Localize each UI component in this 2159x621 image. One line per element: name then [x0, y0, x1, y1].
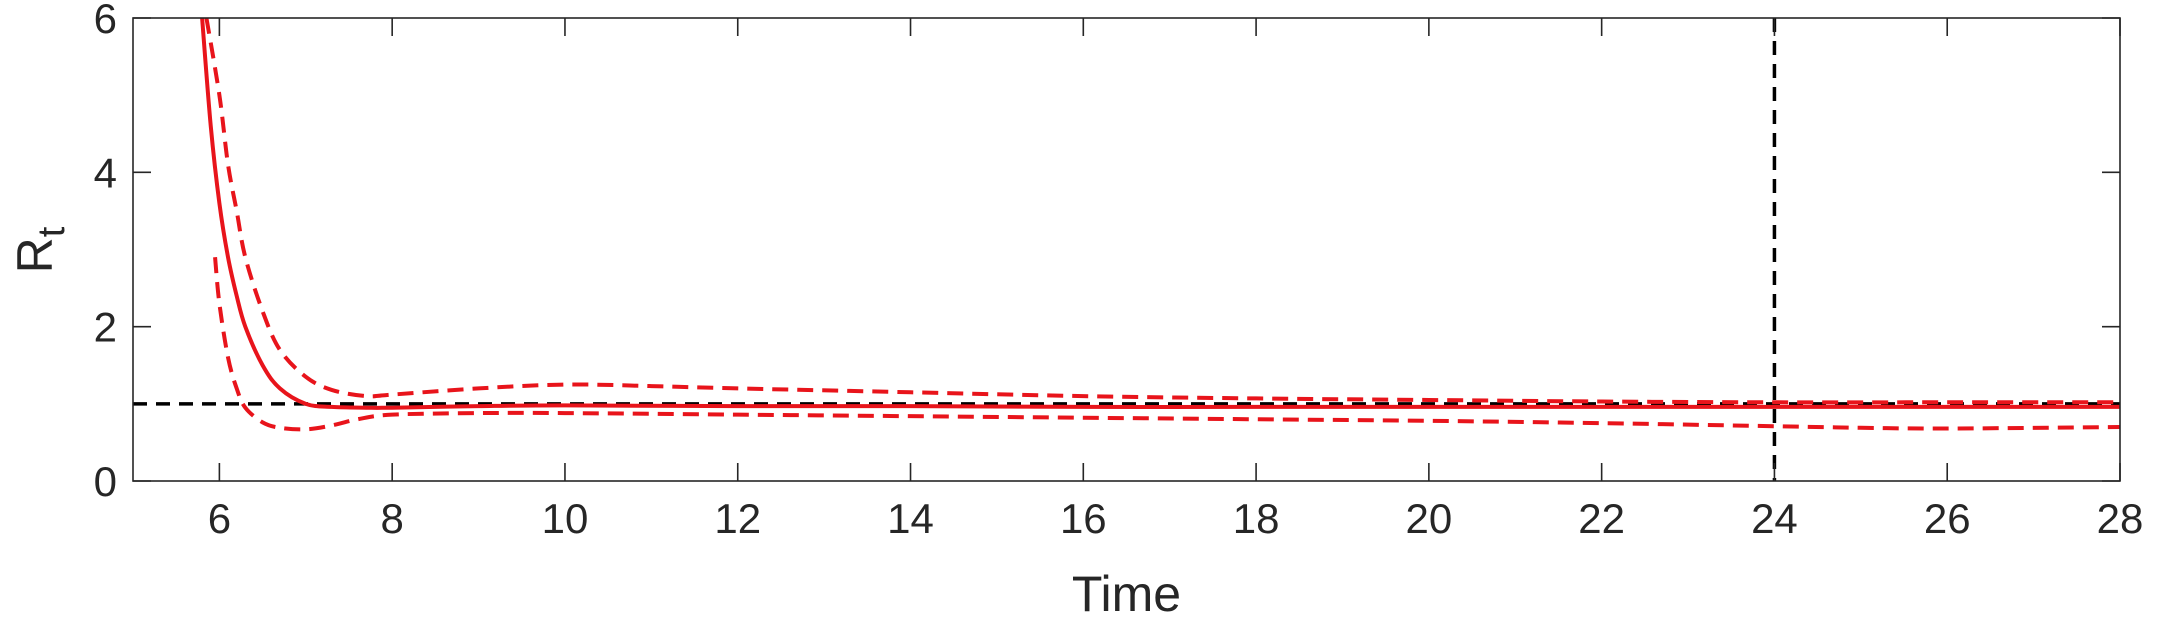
- y-tick-label: 0: [94, 458, 117, 505]
- plot-area: [133, 18, 2120, 481]
- y-axis-label-subscript: t: [31, 226, 73, 237]
- reference-lines: [133, 18, 2120, 481]
- series-line-1: [204, 18, 2120, 405]
- y-axis: 0 2 4 6: [94, 0, 2120, 505]
- x-tick-label: 24: [1751, 495, 1798, 542]
- y-tick-label: 4: [94, 149, 117, 196]
- x-tick-label: 28: [2097, 495, 2144, 542]
- series-line-2: [213, 257, 2120, 432]
- x-tick-label: 6: [208, 495, 231, 542]
- y-axis-label: Rt: [7, 226, 73, 273]
- x-tick-label: 8: [380, 495, 403, 542]
- x-tick-label: 20: [1406, 495, 1453, 542]
- x-tick-label: 14: [887, 495, 934, 542]
- y-tick-label: 6: [94, 0, 117, 42]
- plot-frame: [132, 17, 2121, 482]
- series-line-0: [200, 18, 2120, 410]
- x-axis: 6 8 10 12 14 16 18 20 22 24 26 28: [208, 18, 2144, 542]
- x-axis-label: Time: [1072, 566, 1181, 621]
- series-lines: [200, 18, 2120, 432]
- x-tick-label: 18: [1233, 495, 1280, 542]
- x-tick-label: 16: [1060, 495, 1107, 542]
- x-tick-label: 12: [714, 495, 761, 542]
- y-tick-label: 2: [94, 304, 117, 351]
- x-tick-label: 10: [542, 495, 589, 542]
- x-tick-label: 26: [1924, 495, 1971, 542]
- y-axis-label-base: R: [7, 237, 63, 273]
- x-tick-label: 22: [1578, 495, 1625, 542]
